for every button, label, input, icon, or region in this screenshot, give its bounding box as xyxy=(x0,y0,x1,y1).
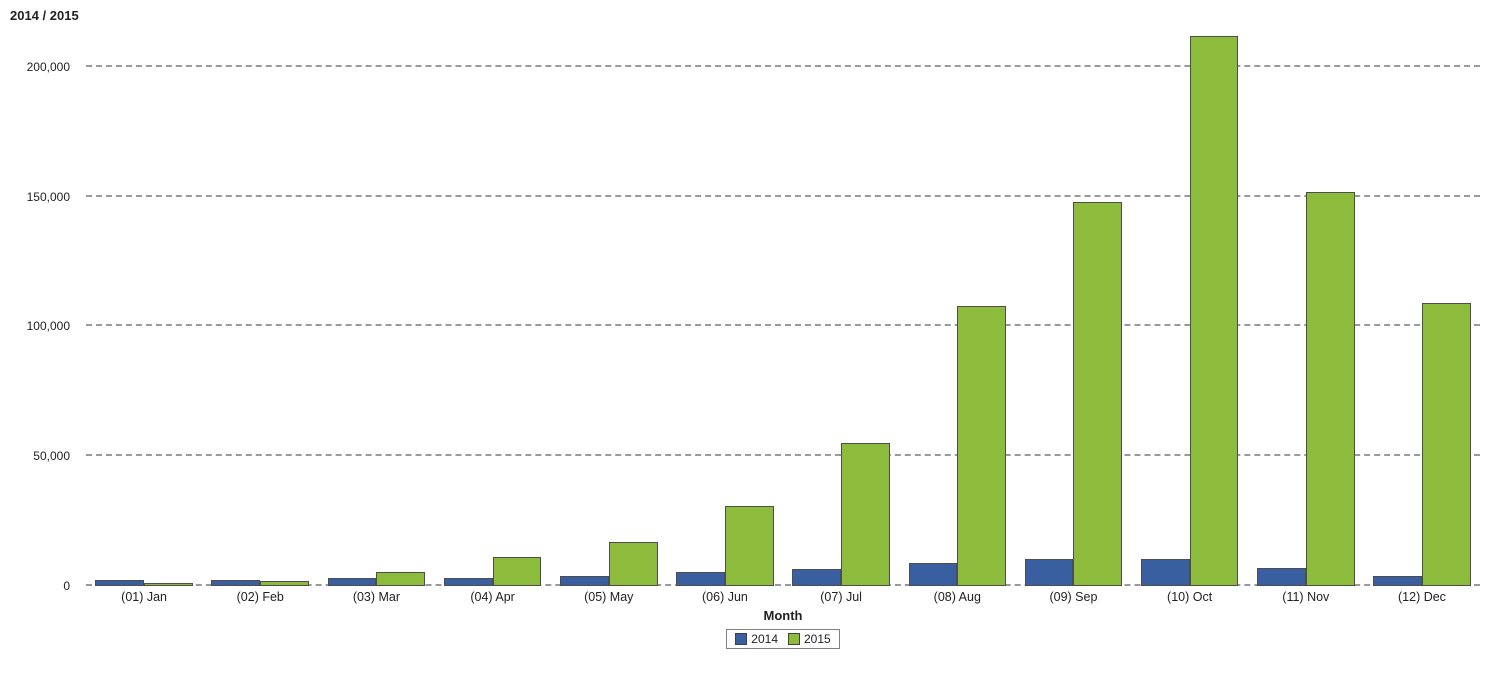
bar-2014-12 xyxy=(1373,575,1422,586)
bar-group--07-jul xyxy=(783,28,899,586)
x-tick-label: (11) Nov xyxy=(1282,590,1330,604)
y-tick-label: 50,000 xyxy=(33,449,70,464)
x-tick-label: (07) Jul xyxy=(820,590,862,604)
bar-group--09-sep xyxy=(1015,28,1131,586)
bar-2015-2 xyxy=(260,580,310,586)
bar-group--01-jan xyxy=(86,28,202,586)
bar-2014-5 xyxy=(559,575,609,586)
bar-group--12-dec xyxy=(1364,28,1480,586)
y-tick-label: 100,000 xyxy=(26,319,70,334)
legend-label-2014: 2014 xyxy=(751,632,778,646)
bar-2014-1 xyxy=(95,579,145,586)
gridline-150000 xyxy=(86,194,1480,197)
bar-2014-10 xyxy=(1140,558,1190,586)
bar-group--05-may xyxy=(551,28,667,586)
x-tick-label: (09) Sep xyxy=(1049,590,1098,604)
gridline-100000 xyxy=(86,324,1480,327)
bar-2015-6 xyxy=(724,505,774,586)
x-tick-label: (04) Apr xyxy=(470,590,515,604)
x-axis-title: Month xyxy=(763,608,803,623)
gridline-200000 xyxy=(86,64,1480,67)
bar-group--02-feb xyxy=(202,28,318,586)
bar-group--08-aug xyxy=(899,28,1015,586)
bar-2014-4 xyxy=(443,578,493,586)
y-tick-label: 0 xyxy=(63,579,70,593)
legend: 2014 2015 xyxy=(726,629,840,649)
gridline-50000 xyxy=(86,454,1480,457)
x-tick-label: (08) Aug xyxy=(933,590,981,604)
bar-2015-7 xyxy=(841,443,890,586)
bar-2015-11 xyxy=(1305,191,1355,586)
bar-2015-9 xyxy=(1073,201,1123,586)
bars-container xyxy=(86,28,1480,586)
bar-2014-3 xyxy=(327,578,377,586)
bar-2014-2 xyxy=(211,579,261,586)
x-tick-label: (12) Dec xyxy=(1398,590,1446,604)
legend-item-2015: 2015 xyxy=(788,632,831,646)
x-tick-label: (06) Jun xyxy=(702,590,748,604)
legend-label-2015: 2015 xyxy=(804,632,831,646)
x-axis: (01) Jan (02) Feb (03) Mar (04) Apr (05) May… xyxy=(86,590,1480,604)
bar-2014-7 xyxy=(792,569,842,586)
chart-title: 2014 / 2015 xyxy=(10,8,79,23)
bar-2015-4 xyxy=(492,557,542,586)
bar-group--03-mar xyxy=(318,28,434,586)
bar-group--10-oct xyxy=(1132,28,1248,586)
bar-group--06-jun xyxy=(667,28,783,586)
bar-2015-1 xyxy=(144,582,193,586)
x-tick-label: (10) Oct xyxy=(1167,590,1213,604)
x-tick-label: (02) Feb xyxy=(236,590,284,604)
legend-swatch-2015 xyxy=(788,633,800,645)
plot-row: 0 50,000 100,000 150,000 200,000 xyxy=(8,28,1480,593)
legend-item-2014: 2014 xyxy=(735,632,778,646)
x-tick-label: (05) May xyxy=(584,590,634,604)
gridline-0 xyxy=(86,584,1480,586)
bar-2015-5 xyxy=(608,541,658,586)
plot-area xyxy=(86,28,1480,586)
x-tick-label: (03) Mar xyxy=(352,590,401,604)
bar-group--04-apr xyxy=(435,28,551,586)
bar-2014-8 xyxy=(908,562,958,586)
bar-2014-9 xyxy=(1024,558,1074,586)
x-tick-label: (01) Jan xyxy=(121,590,168,604)
bar-2015-10 xyxy=(1189,35,1239,586)
y-axis: 0 50,000 100,000 150,000 200,000 xyxy=(8,28,86,593)
bar-2014-11 xyxy=(1257,567,1306,586)
bar-group--11-nov xyxy=(1248,28,1364,586)
bar-2014-6 xyxy=(676,571,725,586)
bar-2015-8 xyxy=(957,305,1007,586)
y-tick-label: 150,000 xyxy=(26,189,70,204)
bar-2015-12 xyxy=(1421,303,1471,586)
y-tick-label: 200,000 xyxy=(26,59,70,74)
legend-swatch-2014 xyxy=(735,633,748,645)
bar-2015-3 xyxy=(376,571,426,586)
legend-row: 2014 2015 xyxy=(86,629,1480,649)
